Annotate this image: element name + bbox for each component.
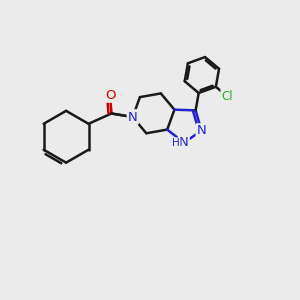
Text: N: N	[196, 124, 206, 137]
Text: H: H	[172, 138, 180, 148]
Text: N: N	[128, 110, 138, 124]
Text: N: N	[179, 136, 189, 149]
Text: O: O	[105, 89, 115, 102]
Text: N: N	[128, 110, 138, 124]
Text: Cl: Cl	[221, 90, 233, 103]
